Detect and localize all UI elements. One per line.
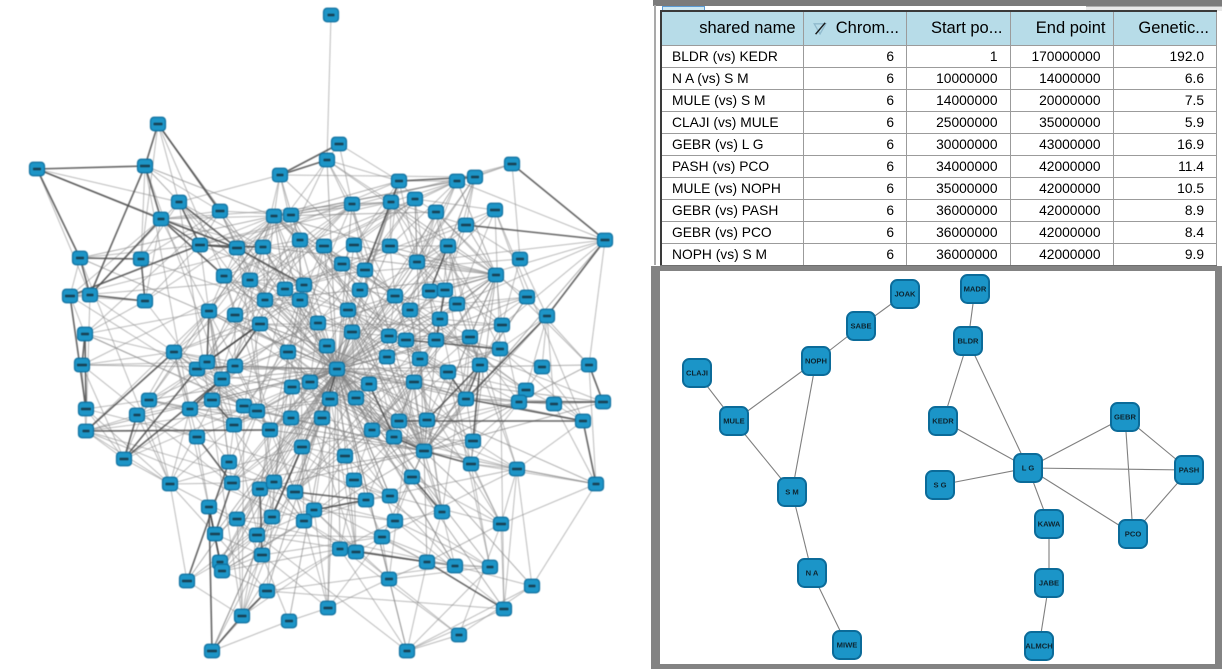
svg-text:ALMCH: ALMCH	[1025, 642, 1052, 651]
svg-text:MADR: MADR	[964, 285, 987, 294]
svg-text:SABE: SABE	[850, 322, 871, 331]
svg-text:JABE: JABE	[1039, 579, 1059, 588]
svg-text:GEBR: GEBR	[1114, 413, 1136, 422]
svg-text:MULE: MULE	[723, 417, 745, 426]
svg-text:MIWE: MIWE	[837, 641, 858, 650]
svg-text:S M: S M	[785, 488, 799, 497]
svg-text:JOAK: JOAK	[894, 290, 916, 299]
svg-text:L G: L G	[1022, 464, 1035, 473]
svg-text:CLAJI: CLAJI	[686, 369, 708, 378]
svg-text:BLDR: BLDR	[957, 337, 979, 346]
svg-text:NOPH: NOPH	[805, 357, 827, 366]
svg-text:KAWA: KAWA	[1038, 520, 1061, 529]
svg-text:PASH: PASH	[1179, 466, 1200, 475]
svg-text:N A: N A	[806, 569, 819, 578]
svg-text:KEDR: KEDR	[932, 417, 954, 426]
svg-text:PCO: PCO	[1125, 530, 1142, 539]
svg-text:S G: S G	[933, 481, 946, 490]
